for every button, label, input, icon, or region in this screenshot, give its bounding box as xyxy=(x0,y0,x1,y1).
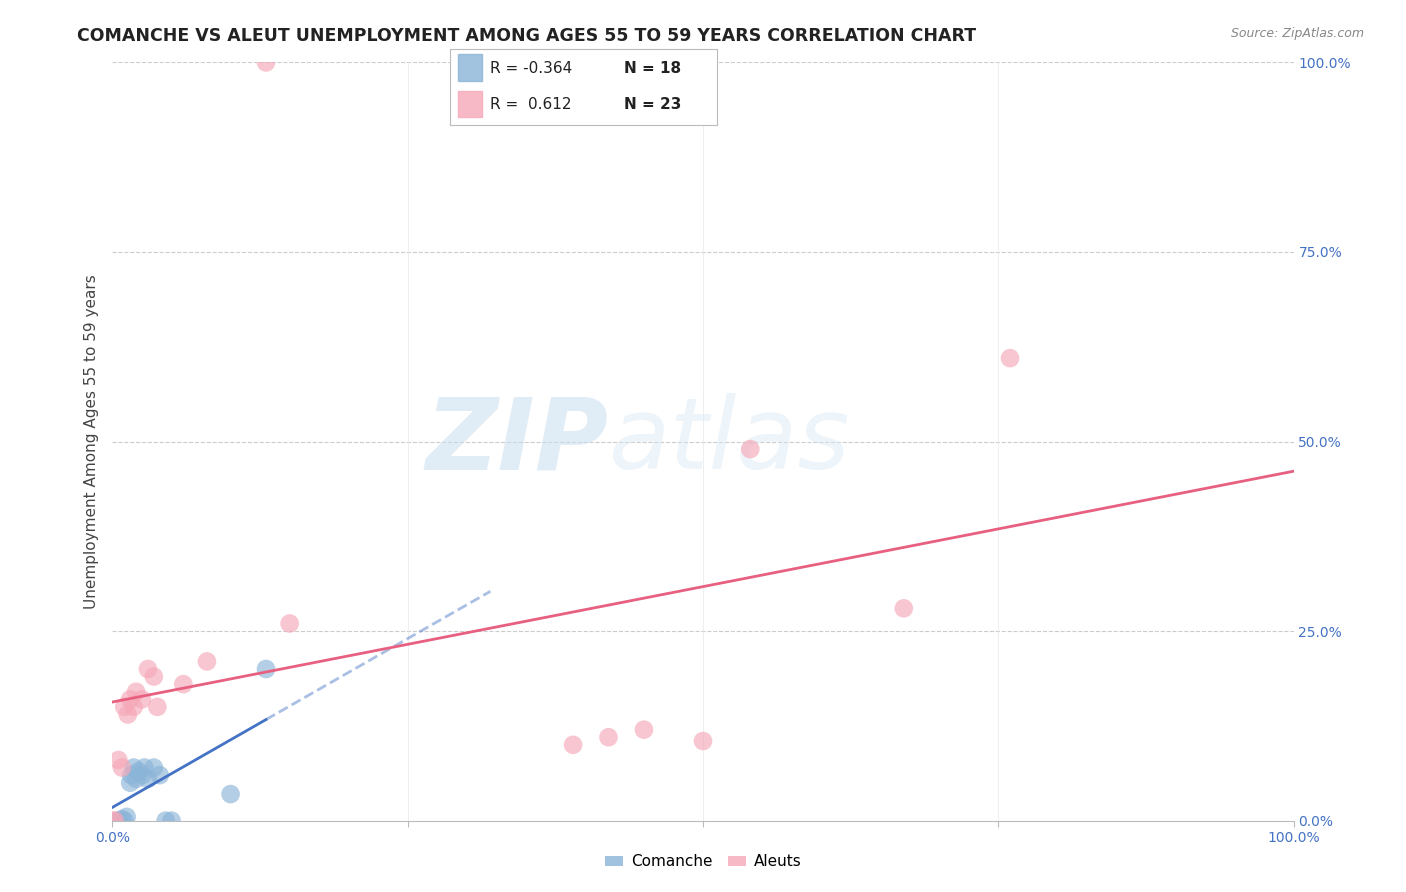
Point xyxy=(125,772,148,786)
Point xyxy=(120,692,142,706)
Point xyxy=(122,760,145,774)
Point xyxy=(111,812,134,826)
Point xyxy=(149,768,172,782)
Point xyxy=(117,707,139,722)
Point xyxy=(122,699,145,714)
Text: N = 23: N = 23 xyxy=(624,97,681,112)
Point xyxy=(136,662,159,676)
Text: atlas: atlas xyxy=(609,393,851,490)
Text: COMANCHE VS ALEUT UNEMPLOYMENT AMONG AGES 55 TO 59 YEARS CORRELATION CHART: COMANCHE VS ALEUT UNEMPLOYMENT AMONG AGE… xyxy=(77,27,976,45)
Point xyxy=(195,655,218,669)
Point xyxy=(111,760,134,774)
Point xyxy=(120,768,142,782)
Point xyxy=(136,772,159,786)
Point xyxy=(107,814,129,828)
Text: N = 18: N = 18 xyxy=(624,61,681,76)
Point xyxy=(127,764,149,779)
Point xyxy=(598,730,620,744)
Point xyxy=(107,753,129,767)
Point xyxy=(692,734,714,748)
Point xyxy=(112,814,135,828)
Point xyxy=(998,351,1021,366)
Point xyxy=(134,760,156,774)
Point xyxy=(562,738,585,752)
Text: ZIP: ZIP xyxy=(426,393,609,490)
Point xyxy=(893,601,915,615)
Point xyxy=(160,814,183,828)
Point xyxy=(104,814,127,828)
Point xyxy=(146,699,169,714)
Point xyxy=(278,616,301,631)
Point xyxy=(254,55,277,70)
Point xyxy=(120,776,142,790)
Point xyxy=(633,723,655,737)
Point xyxy=(101,814,124,828)
Text: R = -0.364: R = -0.364 xyxy=(491,61,572,76)
Point xyxy=(254,662,277,676)
Point xyxy=(115,810,138,824)
Bar xyxy=(458,54,482,81)
Legend: Comanche, Aleuts: Comanche, Aleuts xyxy=(599,848,807,875)
Point xyxy=(155,814,177,828)
Point xyxy=(740,442,762,457)
Point xyxy=(142,760,165,774)
Point xyxy=(125,685,148,699)
Point xyxy=(142,669,165,683)
Bar xyxy=(458,91,482,118)
Text: Source: ZipAtlas.com: Source: ZipAtlas.com xyxy=(1230,27,1364,40)
Point xyxy=(112,699,135,714)
Y-axis label: Unemployment Among Ages 55 to 59 years: Unemployment Among Ages 55 to 59 years xyxy=(84,274,100,609)
Point xyxy=(131,768,153,782)
Point xyxy=(131,692,153,706)
Point xyxy=(172,677,194,691)
Point xyxy=(219,787,242,801)
Text: R =  0.612: R = 0.612 xyxy=(491,97,571,112)
